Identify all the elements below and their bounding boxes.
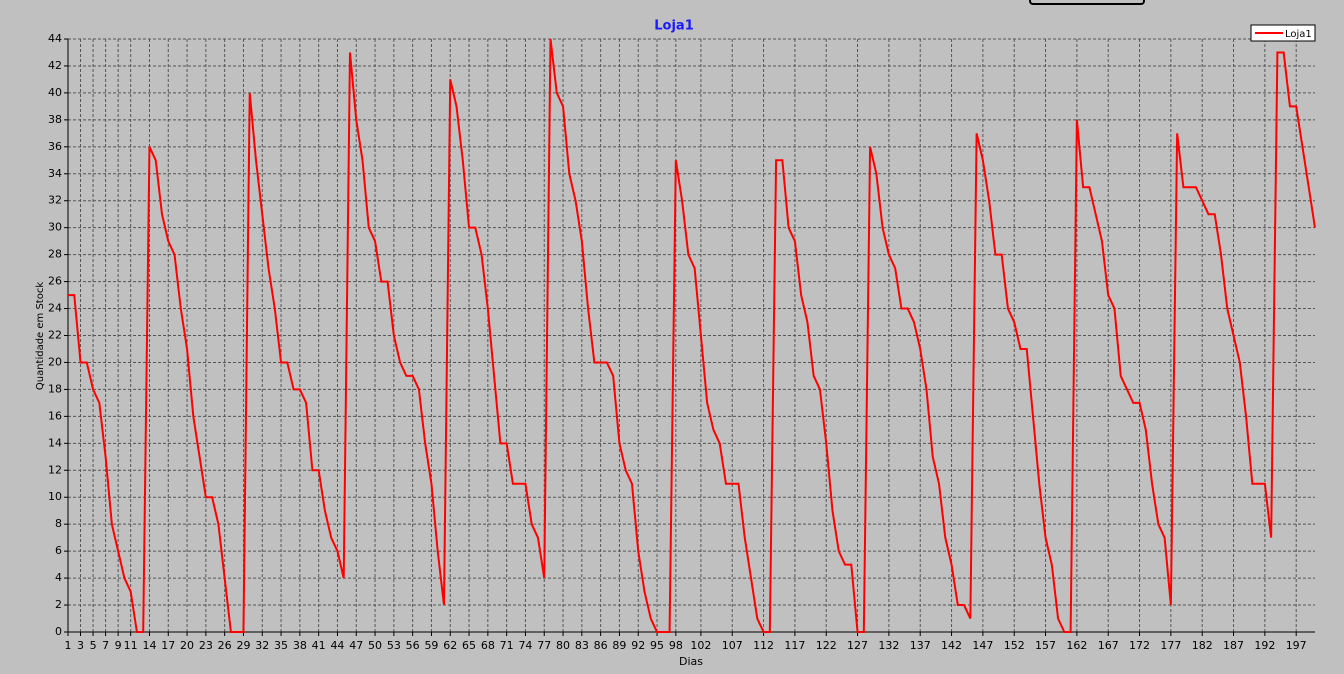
x-tick-label: 102 — [690, 639, 711, 652]
y-tick-label: 24 — [48, 302, 62, 315]
x-tick-label: 59 — [424, 639, 438, 652]
x-tick-label: 132 — [878, 639, 899, 652]
x-tick-label: 89 — [612, 639, 626, 652]
x-tick-label: 127 — [847, 639, 868, 652]
x-tick-label: 122 — [816, 639, 837, 652]
y-tick-label: 26 — [48, 275, 62, 288]
x-tick-label: 92 — [631, 639, 645, 652]
x-tick-label: 50 — [368, 639, 382, 652]
x-tick-label: 152 — [1004, 639, 1025, 652]
x-tick-label: 197 — [1286, 639, 1307, 652]
x-tick-label: 17 — [161, 639, 175, 652]
x-tick-label: 147 — [972, 639, 993, 652]
y-tick-label: 44 — [48, 32, 62, 45]
y-tick-label: 38 — [48, 113, 62, 126]
x-tick-label: 11 — [124, 639, 138, 652]
y-tick-label: 20 — [48, 355, 62, 368]
x-tick-label: 29 — [236, 639, 250, 652]
x-tick-label: 77 — [537, 639, 551, 652]
x-tick-label: 74 — [518, 639, 532, 652]
x-tick-label: 192 — [1254, 639, 1275, 652]
y-tick-label: 6 — [55, 544, 62, 557]
x-tick-label: 68 — [481, 639, 495, 652]
x-tick-label: 71 — [500, 639, 514, 652]
x-tick-label: 95 — [650, 639, 664, 652]
x-tick-label: 117 — [784, 639, 805, 652]
y-tick-label: 18 — [48, 382, 62, 395]
y-tick-label: 14 — [48, 436, 62, 449]
x-tick-label: 83 — [575, 639, 589, 652]
x-tick-label: 80 — [556, 639, 570, 652]
x-tick-label: 20 — [180, 639, 194, 652]
x-tick-label: 1 — [65, 639, 72, 652]
x-tick-label: 32 — [255, 639, 269, 652]
chart-title: Loja1 — [654, 19, 694, 34]
y-tick-label: 28 — [48, 248, 62, 261]
x-tick-label: 5 — [90, 639, 97, 652]
x-tick-label: 182 — [1192, 639, 1213, 652]
x-tick-label: 23 — [199, 639, 213, 652]
x-tick-label: 172 — [1129, 639, 1150, 652]
x-tick-label: 65 — [462, 639, 476, 652]
x-tick-label: 187 — [1223, 639, 1244, 652]
y-tick-label: 40 — [48, 86, 62, 99]
y-tick-label: 10 — [48, 490, 62, 503]
x-tick-label: 86 — [594, 639, 608, 652]
x-tick-label: 177 — [1160, 639, 1181, 652]
legend-label: Loja1 — [1285, 29, 1312, 40]
y-tick-label: 30 — [48, 221, 62, 234]
x-tick-label: 41 — [312, 639, 326, 652]
y-tick-label: 0 — [55, 625, 62, 638]
x-tick-label: 167 — [1098, 639, 1119, 652]
y-tick-label: 32 — [48, 194, 62, 207]
x-tick-label: 98 — [669, 639, 683, 652]
window-edge — [1029, 0, 1145, 5]
x-tick-label: 35 — [274, 639, 288, 652]
x-tick-label: 107 — [722, 639, 743, 652]
x-tick-label: 26 — [218, 639, 232, 652]
x-tick-label: 44 — [330, 639, 344, 652]
y-tick-label: 22 — [48, 329, 62, 342]
y-tick-label: 42 — [48, 59, 62, 72]
x-tick-label: 14 — [142, 639, 156, 652]
y-tick-label: 8 — [55, 517, 62, 530]
x-tick-label: 38 — [293, 639, 307, 652]
x-tick-label: 112 — [753, 639, 774, 652]
y-tick-label: 2 — [55, 598, 62, 611]
x-tick-label: 9 — [115, 639, 122, 652]
x-tick-label: 3 — [77, 639, 84, 652]
x-tick-label: 157 — [1035, 639, 1056, 652]
y-axis-label: Quantidade em Stock — [35, 282, 46, 390]
x-tick-label: 7 — [102, 639, 109, 652]
y-tick-label: 34 — [48, 167, 62, 180]
x-tick-label: 142 — [941, 639, 962, 652]
y-tick-label: 16 — [48, 409, 62, 422]
x-tick-label: 62 — [443, 639, 457, 652]
y-tick-label: 12 — [48, 463, 62, 476]
series-line — [68, 38, 1316, 633]
y-tick-label: 36 — [48, 140, 62, 153]
x-tick-label: 162 — [1066, 639, 1087, 652]
y-tick-label: 4 — [55, 571, 62, 584]
x-tick-label: 56 — [406, 639, 420, 652]
x-tick-label: 137 — [910, 639, 931, 652]
x-axis-label: Dias — [679, 655, 703, 668]
x-tick-label: 53 — [387, 639, 401, 652]
x-tick-label: 47 — [349, 639, 363, 652]
